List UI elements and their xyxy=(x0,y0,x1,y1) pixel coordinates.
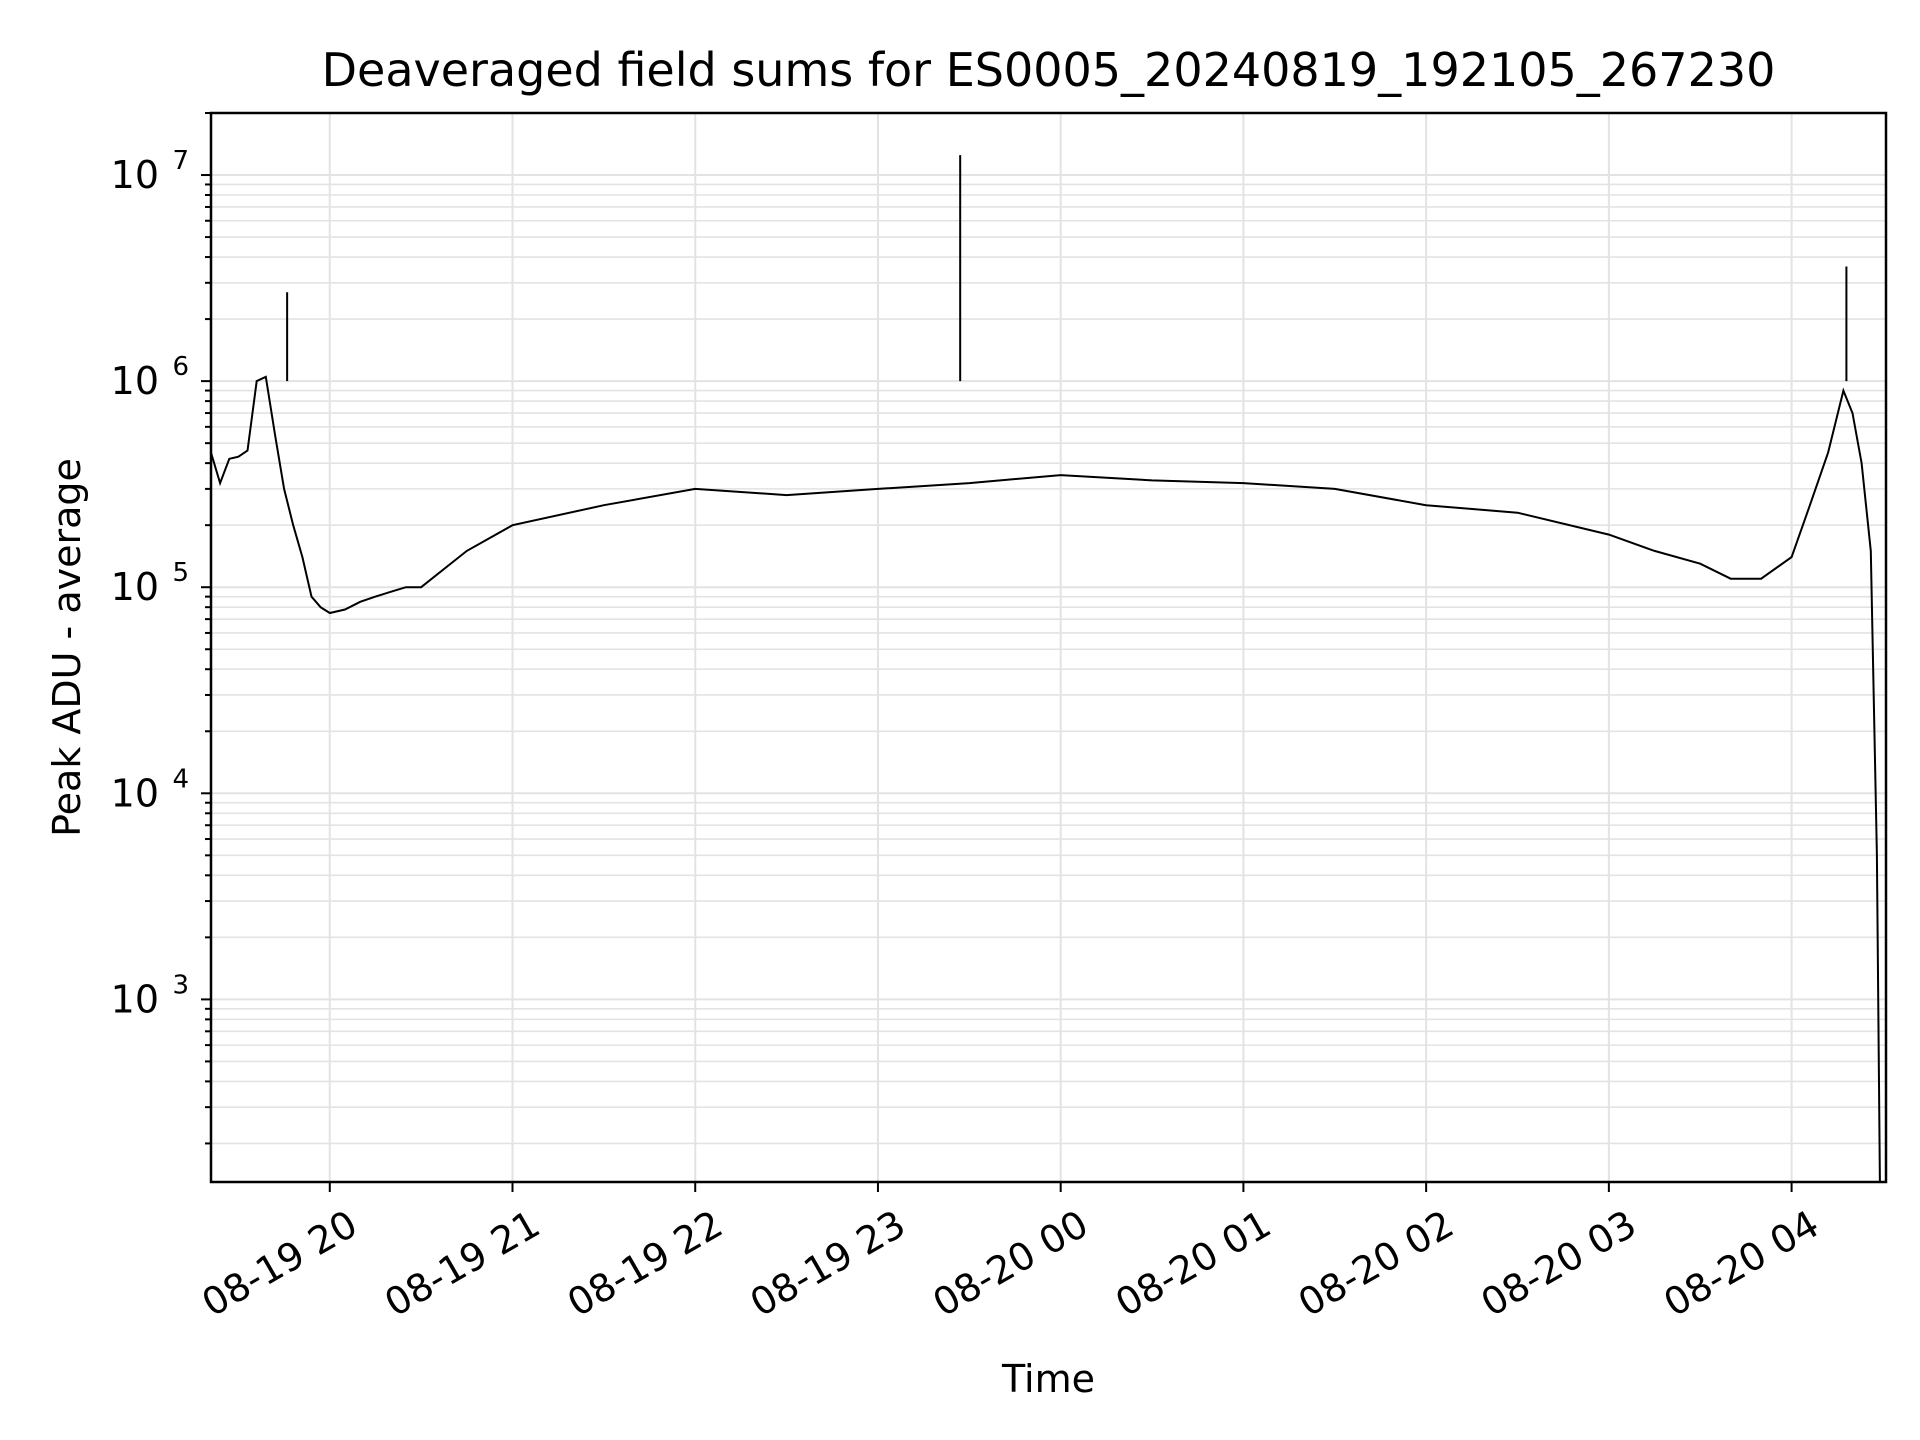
plot-area-frame xyxy=(209,111,1888,1184)
y-tick-exponent: 5 xyxy=(172,558,189,588)
y-tick-exponent: 4 xyxy=(172,764,189,794)
y-tick-label: 10 xyxy=(111,565,159,609)
chart-title: Deaveraged field sums for ES0005_2024081… xyxy=(322,43,1776,97)
y-tick-exponent: 3 xyxy=(172,970,189,1000)
x-axis-label: Time xyxy=(1001,1357,1095,1401)
y-tick-base: 10 xyxy=(111,565,159,609)
y-tick-base: 10 xyxy=(111,977,159,1021)
y-tick-label: 10 xyxy=(111,771,159,815)
y-tick-base: 10 xyxy=(111,771,159,815)
y-tick-label: 10 xyxy=(111,359,159,403)
y-tick-base: 10 xyxy=(111,359,159,403)
y-tick-exponent: 6 xyxy=(172,352,189,382)
series-group xyxy=(211,155,1881,1182)
y-tick-label: 10 xyxy=(111,977,159,1021)
y-tick-base: 10 xyxy=(111,153,159,197)
y-tick-exponent: 7 xyxy=(172,146,189,176)
y-tick-label: 10 xyxy=(111,153,159,197)
y-axis-label: Peak ADU - average xyxy=(45,458,89,837)
series-line xyxy=(211,375,1881,1182)
grid xyxy=(211,112,1886,1182)
